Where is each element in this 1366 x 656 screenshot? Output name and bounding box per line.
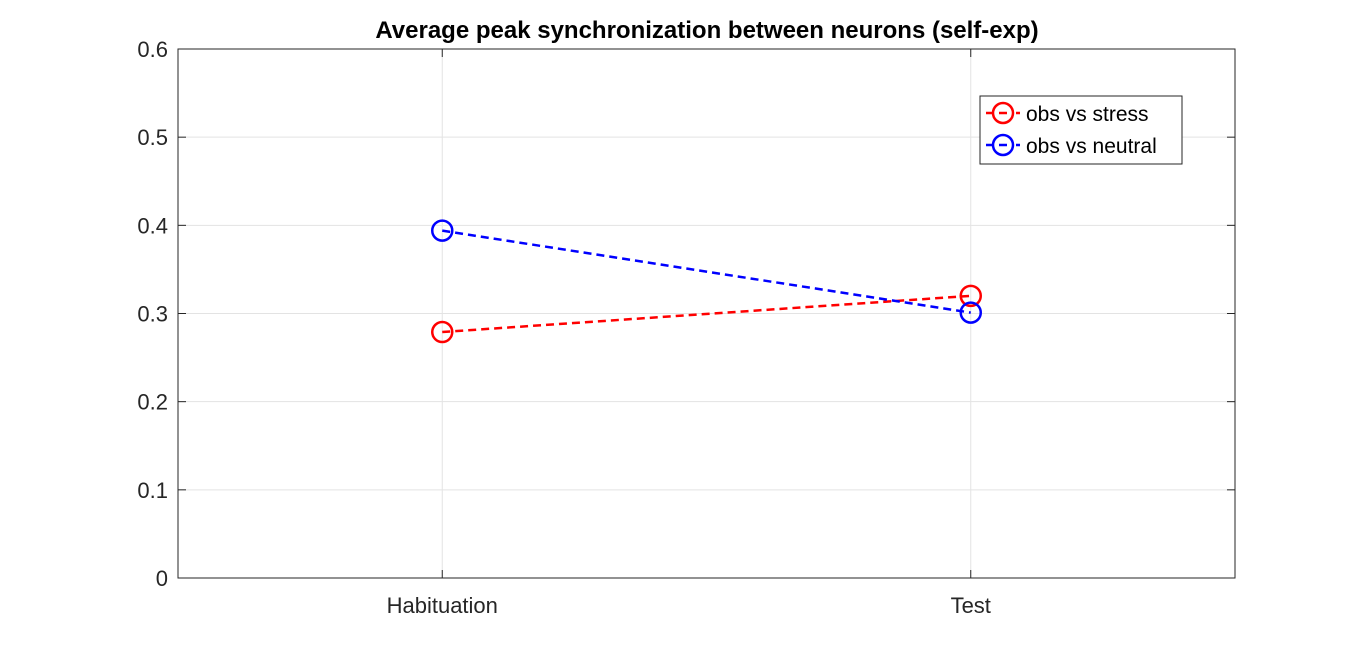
y-tick-label: 0.2 — [137, 390, 168, 415]
y-tick-label: 0.4 — [137, 213, 168, 238]
legend: obs vs stress obs vs neutral — [979, 95, 1183, 165]
y-tick-label: 0 — [156, 566, 168, 591]
y-tick-label: 0.3 — [137, 302, 168, 327]
data-point-marker — [431, 320, 454, 344]
data-point-marker — [959, 284, 982, 308]
legend-box — [979, 95, 1183, 165]
x-tick-label: Test — [951, 593, 991, 618]
y-tick-label: 0.1 — [137, 478, 168, 503]
legend-label: obs vs neutral — [1026, 135, 1157, 158]
chart-title: Average peak synchronization between neu… — [375, 17, 1038, 44]
legend-label: obs vs stress — [1026, 103, 1149, 126]
series-layer — [431, 219, 982, 344]
y-tick-label: 0.6 — [137, 37, 168, 62]
series-line — [442, 294, 971, 334]
series-line — [442, 229, 971, 314]
axes: 0 0.1 0.2 0.3 0.4 0.5 0.6 Habituation Test — [137, 37, 1236, 618]
x-tick-label: Habituation — [387, 593, 498, 618]
y-tick-label: 0.5 — [137, 125, 168, 150]
data-point-marker — [431, 219, 454, 242]
data-point-marker — [959, 301, 982, 324]
